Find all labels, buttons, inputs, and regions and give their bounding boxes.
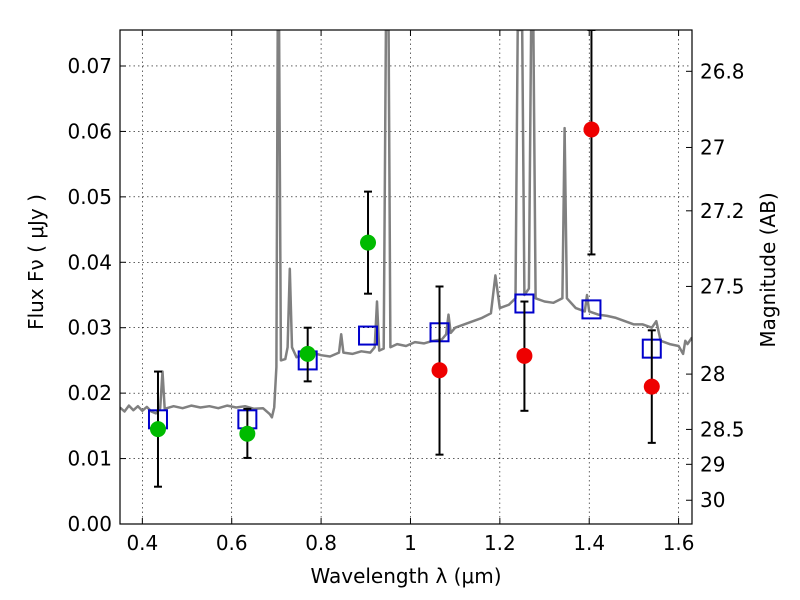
y-tick-label: 0.07 (67, 54, 112, 78)
y-tick-label: 0.01 (67, 447, 112, 471)
y2-tick-label: 29 (700, 452, 725, 476)
x-tick-label: 1 (404, 531, 417, 555)
y-tick-label: 0.00 (67, 512, 112, 536)
model-spectrum-line (120, 30, 692, 419)
red-data-point (516, 347, 533, 364)
green-data-point (360, 234, 377, 251)
y-tick-label: 0.02 (67, 381, 112, 405)
red-data-point (431, 362, 448, 379)
y2-tick-label: 27.2 (700, 199, 745, 223)
y2-tick-label: 26.8 (700, 59, 745, 83)
y-axis-label: Flux Fν ( μJy ) (24, 194, 48, 330)
x-tick-label: 1.4 (573, 531, 605, 555)
x-tick-label: 1.6 (663, 531, 695, 555)
x-tick-label: 1.2 (484, 531, 516, 555)
y2-tick-label: 30 (700, 488, 725, 512)
y2-tick-label: 28 (700, 362, 725, 386)
y-tick-label: 0.04 (67, 250, 112, 274)
y2-axis-label: Magnitude (AB) (756, 192, 780, 347)
axes: 0.4 0.6 0.8 1 1.2 1.4 1.6 0.00 0.01 0.02 0.03 0.04 0… (67, 30, 745, 555)
plot-area (120, 30, 692, 488)
grid-lines (120, 30, 692, 524)
y-tick-label: 0.03 (67, 316, 112, 340)
y2-tick-label: 28.5 (700, 417, 745, 441)
model-square-marker (358, 325, 379, 346)
plot-clip-group (120, 30, 692, 488)
plot-frame (119, 29, 693, 525)
y2-tick-label: 27 (700, 135, 725, 159)
green-data-point (299, 345, 316, 362)
red-data-point (643, 378, 660, 395)
x-tick-label: 0.6 (216, 531, 248, 555)
green-data-point (149, 421, 166, 438)
x-tick-label: 0.8 (305, 531, 337, 555)
y-tick-label: 0.05 (67, 185, 112, 209)
y-tick-label: 0.06 (67, 119, 112, 143)
green-data-point (239, 425, 256, 442)
model-square-marker (581, 299, 602, 320)
red-data-point (583, 121, 600, 138)
x-tick-label: 0.4 (126, 531, 158, 555)
x-axis-label: Wavelength λ (μm) (310, 564, 501, 588)
y2-tick-label: 27.5 (700, 274, 745, 298)
